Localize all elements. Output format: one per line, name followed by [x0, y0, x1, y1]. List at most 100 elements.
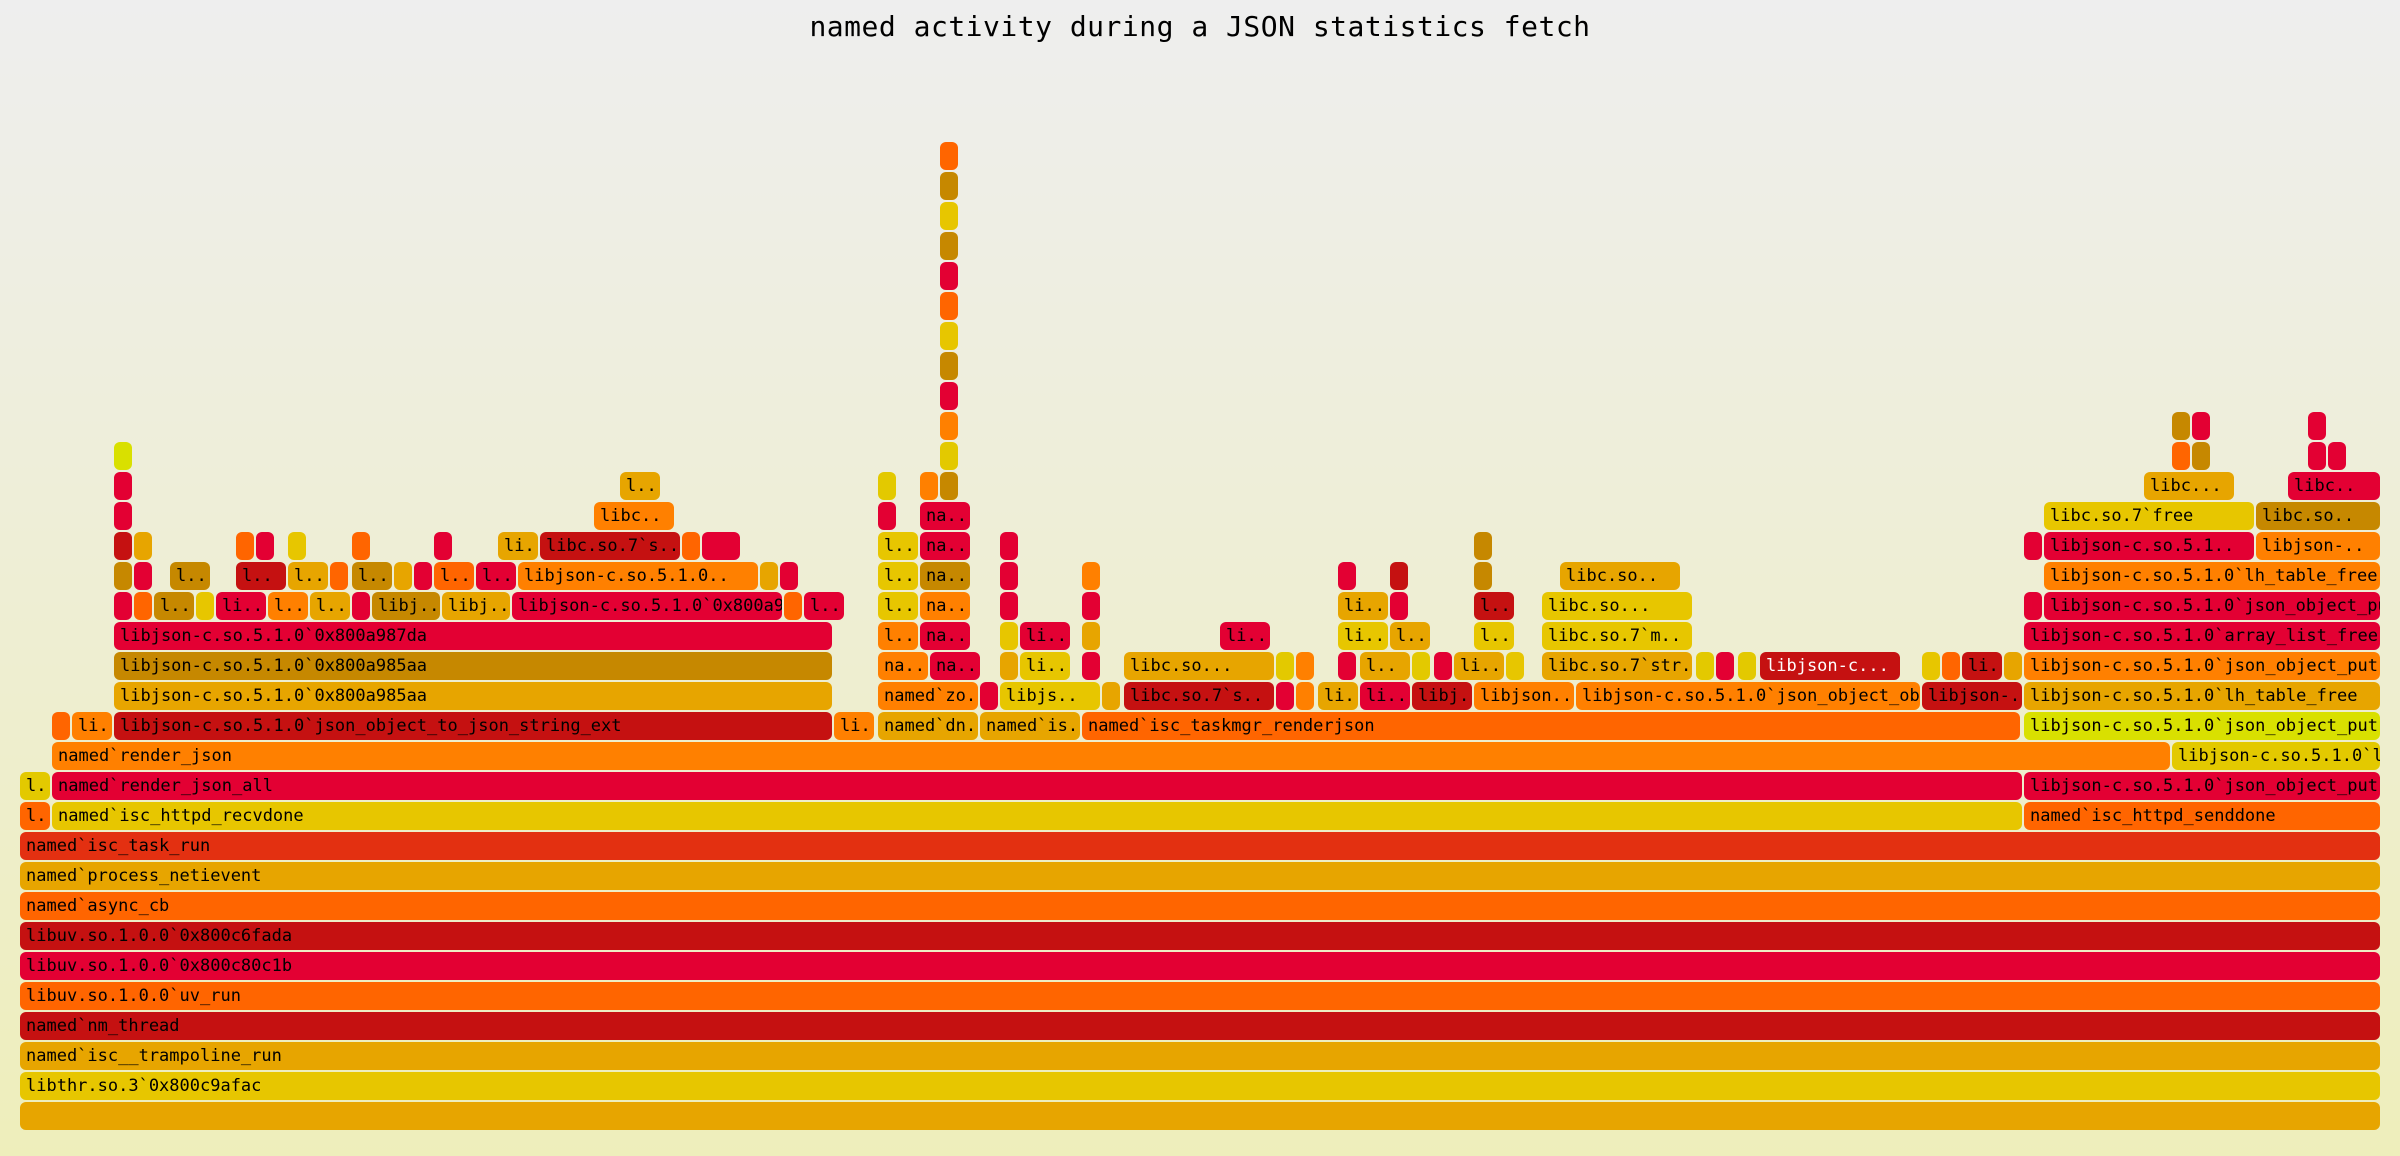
flame-frame[interactable]: [878, 472, 896, 500]
flame-frame[interactable]: [114, 502, 132, 530]
flame-frame[interactable]: [1102, 682, 1120, 710]
flame-frame[interactable]: l..: [476, 562, 516, 590]
flame-frame[interactable]: [780, 562, 798, 590]
flame-frame[interactable]: libjson-c.so.5.1.0..: [518, 562, 758, 590]
flame-frame[interactable]: libjson-..: [1922, 682, 2022, 710]
flame-frame[interactable]: libjson-c.so.5.1.0`0x800a987da: [114, 622, 832, 650]
flame-frame[interactable]: [702, 532, 740, 560]
flame-frame[interactable]: [878, 502, 896, 530]
flame-frame[interactable]: [1000, 532, 1018, 560]
flame-frame[interactable]: libc..: [2288, 472, 2380, 500]
flame-frame[interactable]: libc.so...: [1124, 652, 1274, 680]
flame-frame[interactable]: li..: [1962, 652, 2002, 680]
flame-frame[interactable]: libc.so.7`s..: [1124, 682, 1274, 710]
flame-frame[interactable]: libj..: [442, 592, 510, 620]
flame-frame[interactable]: [682, 532, 700, 560]
flame-frame[interactable]: li..: [1020, 622, 1070, 650]
flame-frame[interactable]: [1082, 622, 1100, 650]
flame-frame[interactable]: [236, 532, 254, 560]
flame-frame[interactable]: libc.so..: [2256, 502, 2380, 530]
flame-frame[interactable]: [2308, 412, 2326, 440]
flame-frame[interactable]: named`isc_taskmgr_renderjson: [1082, 712, 2020, 740]
flame-frame[interactable]: l..: [878, 532, 918, 560]
flame-frame[interactable]: [940, 172, 958, 200]
flame-frame[interactable]: libjson-c.so.5.1.0`lh_table_free: [2172, 742, 2380, 770]
flame-frame[interactable]: libjson-c.so.5.1.0`0x800a985aa: [114, 652, 832, 680]
flame-frame[interactable]: named`zo..: [878, 682, 978, 710]
flame-frame[interactable]: libuv.so.1.0.0`0x800c80c1b: [20, 952, 2380, 980]
flame-frame[interactable]: libjson-c.so.5.1.0`array_list_free: [2024, 622, 2380, 650]
flame-frame[interactable]: li..: [1220, 622, 1270, 650]
flame-frame[interactable]: [940, 202, 958, 230]
flame-frame[interactable]: l..: [1360, 652, 1410, 680]
flame-frame[interactable]: [114, 532, 132, 560]
flame-frame[interactable]: na..: [930, 652, 980, 680]
flame-frame[interactable]: [2192, 412, 2210, 440]
flame-frame[interactable]: li..: [834, 712, 874, 740]
flame-frame[interactable]: l..: [1474, 592, 1514, 620]
flame-frame[interactable]: li..: [1454, 652, 1504, 680]
flame-frame[interactable]: l..: [804, 592, 844, 620]
flame-frame[interactable]: [760, 562, 778, 590]
flame-frame[interactable]: libjson-c.so.5.1.0`json_object_put: [2044, 592, 2380, 620]
flame-frame[interactable]: l..: [878, 592, 918, 620]
flame-frame[interactable]: [1000, 652, 1018, 680]
flame-frame[interactable]: named`async_cb: [20, 892, 2380, 920]
flame-frame[interactable]: libjson-c.so.5.1.0`json_object_put: [2024, 712, 2380, 740]
flame-frame[interactable]: [288, 532, 306, 560]
flame-frame[interactable]: [1338, 562, 1356, 590]
flame-frame[interactable]: [1000, 562, 1018, 590]
flame-frame[interactable]: [2004, 652, 2022, 680]
flame-frame[interactable]: [784, 592, 802, 620]
flame-frame[interactable]: [52, 712, 70, 740]
flame-frame[interactable]: l..: [268, 592, 308, 620]
flame-frame[interactable]: [1696, 652, 1714, 680]
flame-frame[interactable]: l..: [1390, 622, 1430, 650]
flame-frame[interactable]: [134, 592, 152, 620]
flame-frame[interactable]: [940, 232, 958, 260]
flame-frame[interactable]: libjson-..: [2256, 532, 2380, 560]
flame-frame[interactable]: [1474, 532, 1492, 560]
flame-frame[interactable]: na..: [920, 562, 970, 590]
flame-frame[interactable]: [940, 382, 958, 410]
flame-frame[interactable]: [980, 682, 998, 710]
flame-frame[interactable]: l..: [352, 562, 392, 590]
flame-frame[interactable]: [114, 442, 132, 470]
flame-frame[interactable]: [352, 532, 370, 560]
flame-frame[interactable]: libjson-c.so.5.1.0`lh_table_free: [2044, 562, 2380, 590]
flame-frame[interactable]: [1390, 592, 1408, 620]
flame-frame[interactable]: [1738, 652, 1756, 680]
flame-frame[interactable]: [940, 352, 958, 380]
flame-frame[interactable]: [1474, 562, 1492, 590]
flame-frame[interactable]: [352, 592, 370, 620]
flame-frame[interactable]: [940, 412, 958, 440]
flame-frame[interactable]: li..: [1020, 652, 1070, 680]
flame-frame[interactable]: [940, 442, 958, 470]
flame-frame[interactable]: libjson-c.so.5.1.0`json_object_put: [2024, 652, 2380, 680]
flame-frame[interactable]: libjson-c.so.5.1.0`lh_table_free: [2024, 682, 2380, 710]
flame-frame[interactable]: [1082, 592, 1100, 620]
flame-frame[interactable]: li..: [72, 712, 112, 740]
flame-frame[interactable]: l..: [434, 562, 474, 590]
flame-frame[interactable]: [1506, 652, 1524, 680]
flame-frame[interactable]: libc..: [594, 502, 674, 530]
flame-frame[interactable]: [2024, 532, 2042, 560]
flame-frame[interactable]: libjson..: [1474, 682, 1574, 710]
flame-frame[interactable]: l..: [1474, 622, 1514, 650]
flame-frame[interactable]: [1942, 652, 1960, 680]
flame-frame[interactable]: named`isc__trampoline_run: [20, 1042, 2380, 1070]
flame-frame[interactable]: libc.so.7`str..: [1542, 652, 1692, 680]
flame-frame[interactable]: [940, 322, 958, 350]
flame-frame[interactable]: [1276, 652, 1294, 680]
flame-frame[interactable]: [114, 592, 132, 620]
flame-frame[interactable]: named`isc_httpd_senddone: [2024, 802, 2380, 830]
flame-frame[interactable]: [20, 1102, 2380, 1130]
flame-frame[interactable]: [2172, 442, 2190, 470]
flame-frame[interactable]: l..: [288, 562, 328, 590]
flame-frame[interactable]: libc.so.7`m..: [1542, 622, 1692, 650]
flame-frame[interactable]: named`nm_thread: [20, 1012, 2380, 1040]
flame-frame[interactable]: [940, 142, 958, 170]
flame-frame[interactable]: [114, 562, 132, 590]
flame-frame[interactable]: libjs..: [1000, 682, 1100, 710]
flame-frame[interactable]: libc.so..: [1560, 562, 1680, 590]
